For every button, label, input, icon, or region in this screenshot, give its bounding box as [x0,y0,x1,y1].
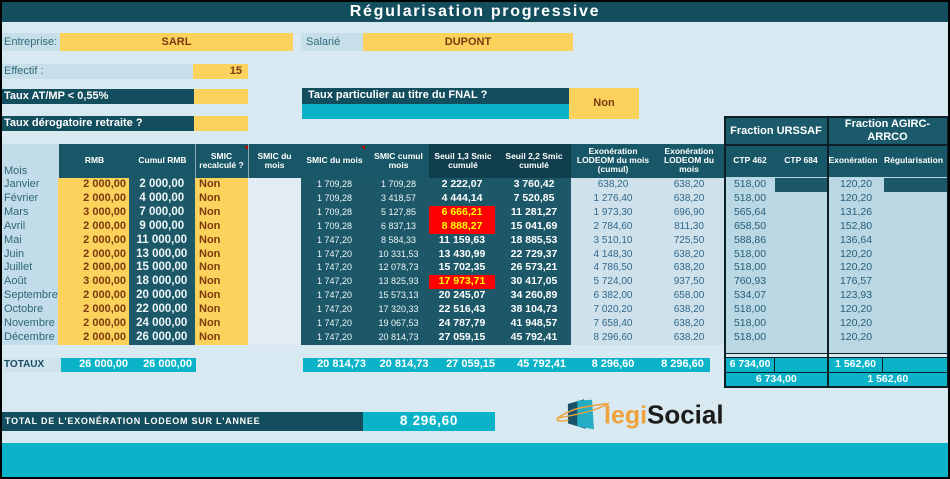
svg-text:legi: legi [604,402,647,430]
svg-text:Social: Social [647,400,724,430]
